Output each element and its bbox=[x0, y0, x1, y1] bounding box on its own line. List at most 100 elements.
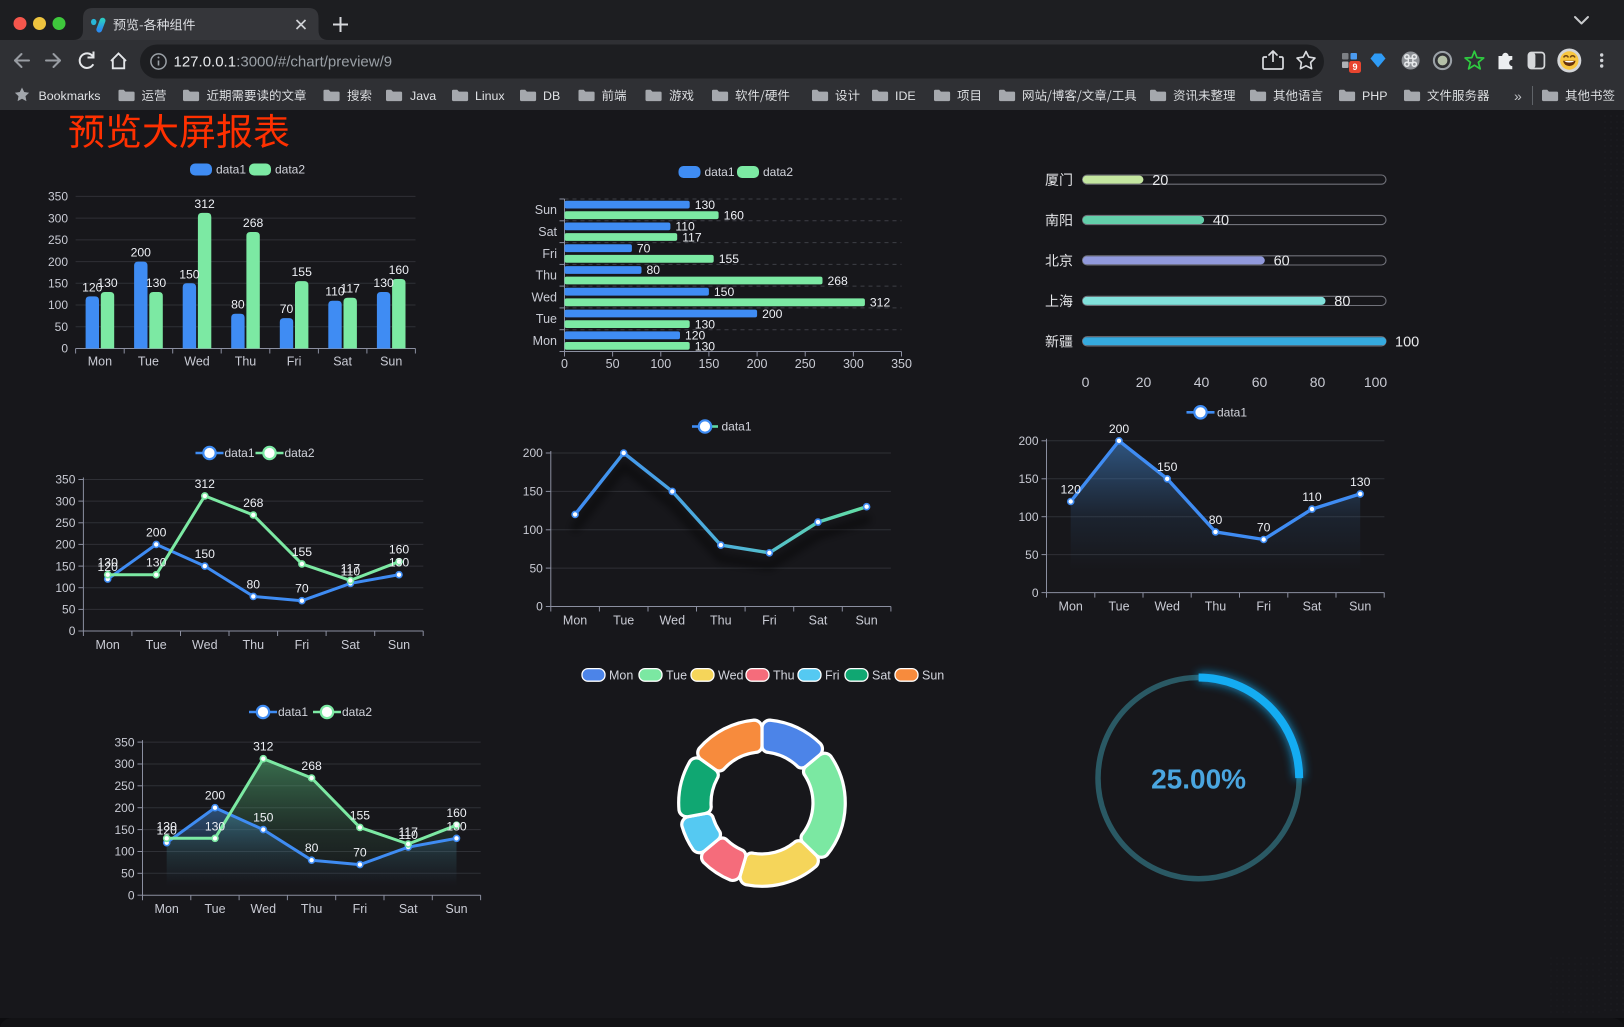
svg-text:150: 150 bbox=[698, 357, 719, 371]
svg-text:160: 160 bbox=[389, 543, 410, 557]
svg-text:data1: data1 bbox=[216, 163, 246, 177]
svg-text:160: 160 bbox=[389, 263, 410, 277]
svg-text:150: 150 bbox=[523, 485, 543, 499]
svg-text:25.00%: 25.00% bbox=[1151, 763, 1246, 794]
svg-text:80: 80 bbox=[647, 263, 661, 277]
svg-text:Mon: Mon bbox=[88, 355, 112, 369]
svg-text:117: 117 bbox=[341, 561, 361, 575]
svg-text:Mon: Mon bbox=[533, 334, 557, 348]
svg-text:data1: data1 bbox=[225, 446, 255, 460]
svg-text:312: 312 bbox=[253, 740, 274, 754]
svg-text:Sat: Sat bbox=[399, 902, 418, 916]
svg-text:70: 70 bbox=[353, 846, 367, 860]
svg-text:130: 130 bbox=[446, 819, 467, 833]
svg-text:Fri: Fri bbox=[542, 247, 557, 261]
svg-text:20: 20 bbox=[1152, 173, 1168, 189]
svg-text:200: 200 bbox=[1018, 434, 1038, 448]
svg-text:Bookmarks: Bookmarks bbox=[39, 89, 101, 103]
svg-text:data2: data2 bbox=[342, 705, 372, 719]
svg-text:Sat: Sat bbox=[872, 668, 891, 682]
svg-text:100: 100 bbox=[1364, 374, 1388, 390]
svg-text:200: 200 bbox=[131, 246, 152, 260]
svg-text:Tue: Tue bbox=[613, 614, 634, 628]
svg-text:data2: data2 bbox=[275, 163, 305, 177]
svg-text:200: 200 bbox=[146, 525, 167, 539]
svg-text:Thu: Thu bbox=[535, 269, 557, 283]
svg-text:Fri: Fri bbox=[353, 902, 368, 916]
svg-text:160: 160 bbox=[724, 209, 745, 223]
svg-text:250: 250 bbox=[114, 779, 134, 793]
svg-text:»: » bbox=[1514, 88, 1522, 104]
svg-text:110: 110 bbox=[1302, 490, 1322, 504]
svg-text:150: 150 bbox=[1157, 460, 1178, 474]
svg-text:120: 120 bbox=[685, 329, 706, 343]
svg-text:350: 350 bbox=[55, 473, 75, 487]
svg-text:150: 150 bbox=[1018, 472, 1038, 486]
svg-text:data2: data2 bbox=[763, 165, 793, 179]
svg-text:data1: data1 bbox=[278, 705, 308, 719]
svg-text:Mon: Mon bbox=[609, 668, 633, 682]
svg-text:117: 117 bbox=[340, 282, 360, 296]
svg-text:Tue: Tue bbox=[138, 355, 159, 369]
svg-text:300: 300 bbox=[55, 494, 75, 508]
svg-text:Wed: Wed bbox=[184, 355, 210, 369]
svg-text:130: 130 bbox=[389, 556, 410, 570]
svg-text:Thu: Thu bbox=[710, 614, 732, 628]
svg-text:0: 0 bbox=[561, 357, 568, 371]
svg-text:100: 100 bbox=[48, 298, 68, 312]
svg-text:350: 350 bbox=[48, 190, 68, 204]
svg-text:Sun: Sun bbox=[855, 614, 877, 628]
svg-text:150: 150 bbox=[48, 277, 68, 291]
svg-text:Wed: Wed bbox=[532, 290, 558, 304]
svg-text:80: 80 bbox=[1334, 294, 1350, 310]
svg-text:100: 100 bbox=[55, 581, 75, 595]
svg-text:Tue: Tue bbox=[666, 668, 687, 682]
svg-text:150: 150 bbox=[714, 285, 735, 299]
svg-text:40: 40 bbox=[1194, 374, 1210, 390]
svg-text:155: 155 bbox=[292, 545, 313, 559]
svg-text:Sun: Sun bbox=[922, 668, 944, 682]
svg-text:Java: Java bbox=[410, 89, 436, 103]
svg-text:Wed: Wed bbox=[718, 668, 744, 682]
svg-text:300: 300 bbox=[843, 357, 864, 371]
svg-text:50: 50 bbox=[62, 603, 76, 617]
svg-text:130: 130 bbox=[205, 819, 226, 833]
svg-text:350: 350 bbox=[114, 735, 134, 749]
svg-text:9: 9 bbox=[1352, 62, 1357, 72]
svg-text:20: 20 bbox=[1136, 374, 1152, 390]
svg-text:data1: data1 bbox=[722, 420, 752, 434]
svg-text:Thu: Thu bbox=[235, 355, 257, 369]
svg-text:200: 200 bbox=[114, 801, 134, 815]
svg-text:130: 130 bbox=[146, 556, 167, 570]
svg-text:0: 0 bbox=[128, 888, 135, 902]
svg-text:130: 130 bbox=[695, 198, 716, 212]
svg-text:130: 130 bbox=[695, 318, 716, 332]
svg-text:60: 60 bbox=[1252, 374, 1268, 390]
svg-text:130: 130 bbox=[1350, 475, 1371, 489]
svg-text:Tue: Tue bbox=[536, 312, 557, 326]
svg-text:130: 130 bbox=[157, 819, 178, 833]
svg-text:Fri: Fri bbox=[825, 668, 840, 682]
svg-text:155: 155 bbox=[350, 808, 371, 822]
svg-text:200: 200 bbox=[48, 255, 68, 269]
svg-text:268: 268 bbox=[828, 274, 849, 288]
svg-text:130: 130 bbox=[695, 339, 716, 353]
svg-text:70: 70 bbox=[1257, 521, 1271, 535]
svg-text:120: 120 bbox=[82, 280, 103, 294]
svg-text:150: 150 bbox=[195, 547, 216, 561]
svg-text:117: 117 bbox=[682, 230, 702, 244]
svg-text:80: 80 bbox=[231, 298, 245, 312]
svg-text:Sun: Sun bbox=[1349, 600, 1371, 614]
svg-text:0: 0 bbox=[536, 600, 543, 614]
svg-text:50: 50 bbox=[1025, 548, 1039, 562]
svg-text:Wed: Wed bbox=[1154, 600, 1180, 614]
svg-text:Sat: Sat bbox=[341, 638, 360, 652]
svg-text:120: 120 bbox=[1061, 483, 1082, 497]
svg-text:268: 268 bbox=[243, 496, 264, 510]
svg-text:Linux: Linux bbox=[475, 89, 505, 103]
svg-text:Mon: Mon bbox=[1059, 600, 1083, 614]
svg-text:data1: data1 bbox=[705, 165, 735, 179]
svg-text:Tue: Tue bbox=[204, 902, 225, 916]
svg-text:0: 0 bbox=[1032, 586, 1039, 600]
svg-text:100: 100 bbox=[1395, 335, 1419, 351]
